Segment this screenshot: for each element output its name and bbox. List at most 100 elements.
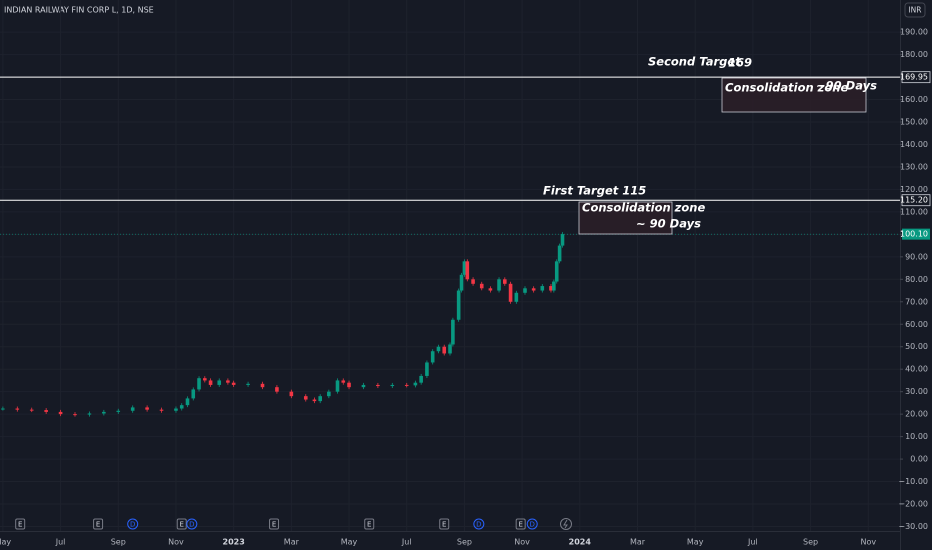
event-label: E	[180, 521, 184, 529]
event-label: E	[442, 521, 446, 529]
y-tick-label: 30.00	[905, 387, 928, 396]
plot	[0, 76, 900, 417]
event-label: E	[518, 521, 522, 529]
candle	[560, 234, 565, 246]
x-tick-label: Sep	[457, 538, 472, 547]
candle	[303, 396, 308, 400]
target-value: 169	[728, 56, 752, 70]
event-icon	[439, 518, 450, 530]
y-tick-label: 70.00	[905, 297, 928, 306]
x-tick-label: Jul	[55, 538, 66, 547]
x-tick-label: Sep	[803, 538, 818, 547]
x-tick-label: May	[341, 538, 358, 547]
candle	[488, 288, 493, 291]
event-icon	[93, 518, 104, 530]
candle	[361, 384, 366, 388]
candle	[231, 382, 236, 385]
candle	[508, 283, 513, 302]
y-tick-label: 80.00	[905, 275, 928, 284]
x-tick-label: 2023	[223, 538, 245, 547]
candle	[442, 346, 447, 354]
candle	[514, 292, 519, 302]
event-label: E	[18, 521, 22, 529]
candle	[376, 384, 380, 387]
y-tick-label: 10.00	[905, 432, 928, 441]
level-tag	[901, 194, 931, 207]
candle	[130, 407, 135, 411]
candle	[185, 398, 190, 406]
candle	[327, 391, 331, 397]
dividend-icon[interactable]	[560, 518, 572, 530]
candle	[58, 411, 63, 415]
candle	[465, 261, 470, 280]
candle	[549, 286, 553, 291]
candle	[226, 380, 230, 383]
x-tick-label: Jul	[747, 538, 758, 547]
y-tick-label: 50.00	[905, 342, 928, 351]
candle	[425, 362, 429, 376]
y-tick-label: 90.00	[905, 252, 928, 261]
candle	[341, 380, 346, 383]
candle	[289, 391, 294, 397]
candle	[260, 383, 265, 388]
candle	[246, 383, 250, 385]
candle	[471, 279, 475, 284]
event-icon	[364, 518, 375, 530]
candle	[531, 288, 536, 291]
target-label: Second Target	[648, 55, 741, 69]
candle	[479, 283, 484, 289]
zone-box	[578, 201, 673, 235]
candle	[15, 408, 20, 410]
zone-title: Consolidation zone	[725, 81, 848, 95]
event-label: D	[530, 521, 535, 529]
zone-days: ~ 90 Days	[636, 217, 701, 231]
x-tick-label: Mar	[630, 538, 646, 547]
candle	[197, 378, 201, 390]
y-tick-label: 20.00	[905, 410, 928, 419]
y-tick-label: 60.00	[905, 320, 928, 329]
candle	[217, 380, 222, 385]
candle	[557, 245, 562, 262]
y-tick-label: 150.00	[900, 118, 928, 127]
candle	[1, 408, 5, 410]
candle	[44, 410, 48, 412]
event-icon	[176, 518, 187, 530]
candle	[335, 380, 340, 392]
y-tick-label: 190.00	[900, 28, 928, 37]
candle	[419, 375, 423, 383]
candle	[552, 281, 556, 291]
candle	[318, 396, 322, 402]
event-label: D	[476, 521, 481, 529]
candle	[174, 408, 178, 411]
x-tick-label: Nov	[860, 538, 876, 547]
x-tick-label: Nov	[168, 538, 184, 547]
candle	[554, 261, 559, 282]
x-tick-label: Nov	[514, 538, 530, 547]
candle	[497, 279, 501, 291]
candle	[116, 410, 121, 412]
event-icon	[526, 518, 538, 530]
y-tick-label: 160.00	[900, 95, 928, 104]
y-tick-label: 40.00	[905, 365, 928, 374]
candle	[203, 378, 207, 381]
candle	[102, 411, 106, 414]
zone-days: ~90 Days	[816, 79, 877, 93]
candle	[523, 288, 527, 293]
candle	[145, 407, 149, 410]
x-tick-label: May	[0, 538, 11, 547]
candle	[459, 274, 464, 291]
event-label: D	[189, 521, 194, 529]
y-tick-label: 140.00	[900, 140, 928, 149]
candle	[540, 286, 545, 291]
candle	[503, 279, 507, 284]
currency-box[interactable]	[904, 2, 926, 18]
level-label: 169.95	[900, 73, 928, 82]
y-tick-label: −10.00	[898, 477, 928, 486]
event-icon	[186, 518, 198, 530]
y-tick-label: −20.00	[898, 500, 928, 509]
candle	[451, 319, 455, 345]
candle	[413, 382, 418, 386]
candle	[390, 384, 395, 387]
candle	[462, 261, 467, 275]
